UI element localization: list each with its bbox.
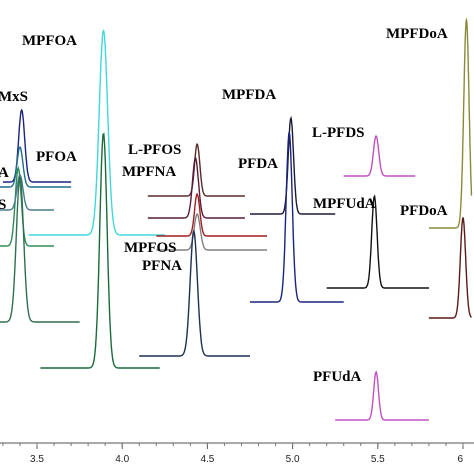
x-tick-label: 6 [457, 454, 463, 465]
x-axis: 3.5 4.0 4.5 5.0 5.5 6 [0, 442, 474, 465]
label-pfdoa: PFDoA [400, 203, 448, 219]
label-l-pfds: L-PFDS [312, 125, 365, 141]
trace-pfuda [335, 370, 429, 421]
peak-labels: MPFOA MxS PFOA A S L-PFOS MPFNA MPFOS PF… [0, 26, 448, 385]
trace-unlabeled-6 [0, 175, 80, 323]
trace-s [0, 174, 54, 211]
trace-mpfdoa [428, 17, 473, 229]
trace-unlabeled-1 [40, 132, 160, 369]
label-mpfos: MPFOS [124, 240, 177, 256]
trace-a [0, 166, 54, 247]
label-mpfoa: MPFOA [22, 33, 77, 49]
label-mpfna: MPFNA [122, 164, 176, 180]
trace-pfna [156, 212, 267, 251]
label-mpfda: MPFDA [222, 87, 276, 103]
label-pfna: PFNA [142, 258, 182, 274]
label-s: S [0, 197, 6, 213]
chromatogram-traces [0, 17, 473, 421]
x-tick-label: 3.5 [30, 454, 44, 465]
label-mpfuda: MPFUdA [313, 196, 376, 212]
trace-unlabeled-11 [139, 229, 250, 357]
trace-l-pfos [147, 143, 245, 197]
label-mpfdoa: MPFDoA [386, 26, 448, 42]
x-tick-label: 4.5 [200, 454, 214, 465]
label-pfuda: PFUdA [313, 369, 362, 385]
x-tick-label: 4.0 [115, 454, 129, 465]
trace-mpfos [156, 192, 267, 237]
trace-l-pfds [343, 135, 416, 177]
trace-pfoa [0, 146, 72, 188]
label-a: A [0, 165, 9, 181]
trace-mpfda [250, 115, 336, 215]
trace-pfdoa [428, 216, 472, 319]
x-tick-label: 5.5 [371, 454, 385, 465]
trace-pfda [250, 131, 344, 303]
x-tick-label: 5.0 [286, 454, 300, 465]
trace-mpfoa [28, 29, 165, 236]
x-axis-ticks: 3.5 4.0 4.5 5.0 5.5 6 [2, 443, 464, 465]
label-mxs: MxS [0, 89, 28, 105]
label-pfda: PFDA [238, 156, 278, 172]
trace-mpfuda [326, 194, 429, 289]
label-pfoa: PFOA [36, 149, 77, 165]
label-l-pfos: L-PFOS [128, 142, 181, 158]
trace-mpfna [147, 157, 245, 219]
trace-mxs [2, 108, 72, 183]
